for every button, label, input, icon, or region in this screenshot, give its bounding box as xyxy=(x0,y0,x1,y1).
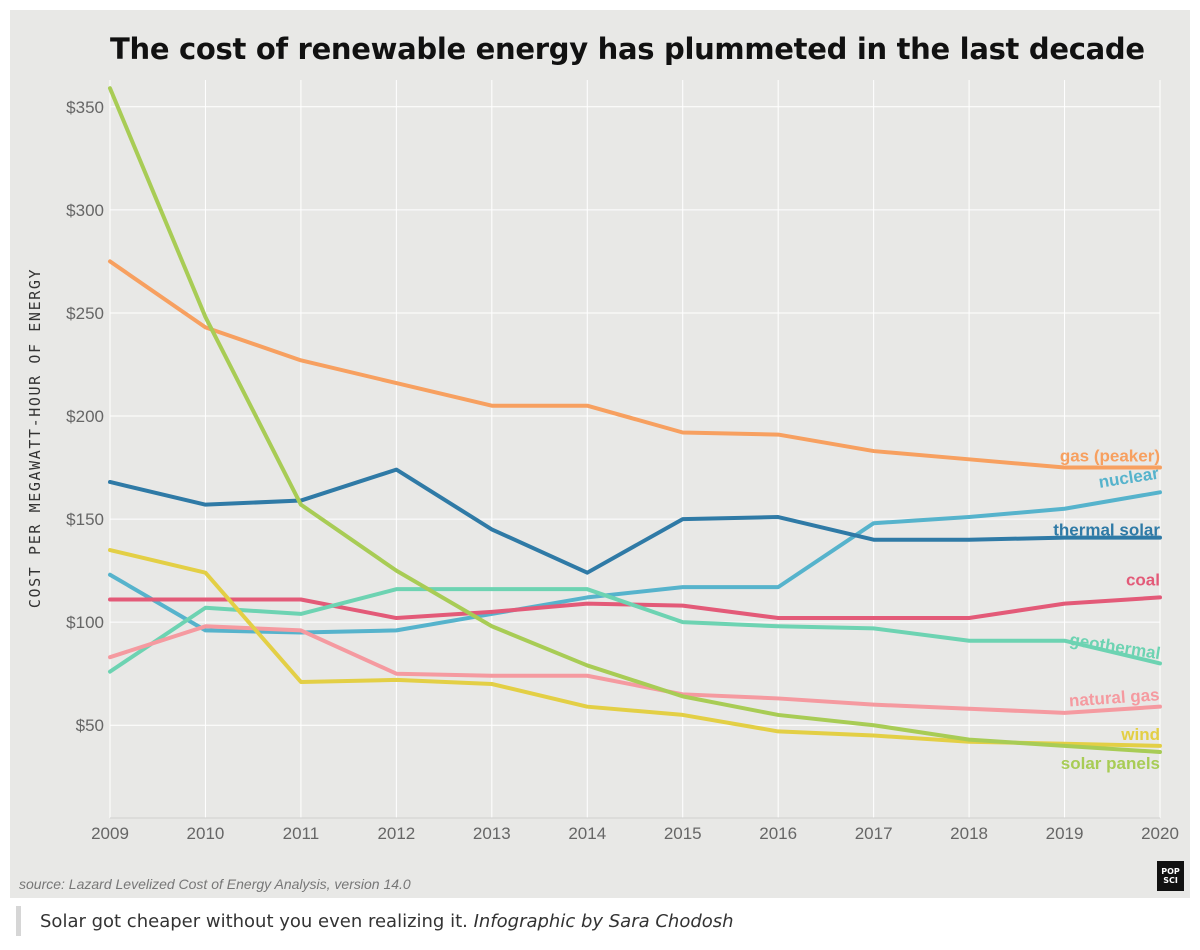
series-label: coal xyxy=(1126,570,1160,589)
caption-text: Solar got cheaper without you even reali… xyxy=(40,911,474,932)
y-tick-label: $50 xyxy=(76,716,104,735)
y-tick-label: $150 xyxy=(66,510,104,529)
series-line xyxy=(108,86,1162,755)
series-label: thermal solar xyxy=(1053,521,1160,540)
x-tick-label: 2009 xyxy=(91,824,129,843)
x-tick-label: 2016 xyxy=(759,824,797,843)
logo-line-2: SCI xyxy=(1163,876,1178,885)
y-tick-label: $300 xyxy=(66,201,104,220)
series-label: gas (peaker) xyxy=(1060,447,1160,466)
series-line xyxy=(108,467,1162,575)
chart-title: The cost of renewable energy has plummet… xyxy=(110,32,1145,66)
y-tick-label: $350 xyxy=(66,98,104,117)
source-note: source: Lazard Levelized Cost of Energy … xyxy=(19,876,411,892)
y-axis-label: COST PER MEGAWATT-HOUR OF ENERGY xyxy=(26,268,44,608)
logo-line-1: POP xyxy=(1161,867,1180,876)
chart-figure: The cost of renewable energy has plummet… xyxy=(10,10,1190,898)
x-tick-label: 2010 xyxy=(187,824,225,843)
caption: Solar got cheaper without you even reali… xyxy=(40,911,734,932)
caption-credit: Infographic by Sara Chodosh xyxy=(473,911,734,932)
y-tick-label: $250 xyxy=(66,304,104,323)
y-tick-label: $200 xyxy=(66,407,104,426)
caption-bar xyxy=(16,906,21,936)
x-tick-label: 2013 xyxy=(473,824,511,843)
line-chart: 2009 2010 2011 2012 2013 2014 2015 2016 2017 2018… xyxy=(26,80,1179,843)
x-tick-label: 2014 xyxy=(568,824,606,843)
series-label: wind xyxy=(1120,725,1160,744)
x-tick-label: 2020 xyxy=(1141,824,1179,843)
x-tick-label: 2015 xyxy=(664,824,702,843)
series-label: geothermal xyxy=(1068,630,1161,663)
series-line xyxy=(108,548,1162,748)
series-line xyxy=(108,259,1162,470)
series-line xyxy=(108,624,1162,715)
x-tick-label: 2018 xyxy=(950,824,988,843)
y-tick-label: $100 xyxy=(66,613,104,632)
x-tick-label: 2011 xyxy=(283,824,320,843)
popsci-logo: POP SCI xyxy=(1157,861,1184,891)
x-tick-label: 2017 xyxy=(855,824,893,843)
series-label: solar panels xyxy=(1061,754,1160,773)
x-tick-label: 2019 xyxy=(1046,824,1084,843)
series-line xyxy=(108,587,1162,674)
series-line xyxy=(108,490,1162,635)
x-tick-label: 2012 xyxy=(377,824,415,843)
